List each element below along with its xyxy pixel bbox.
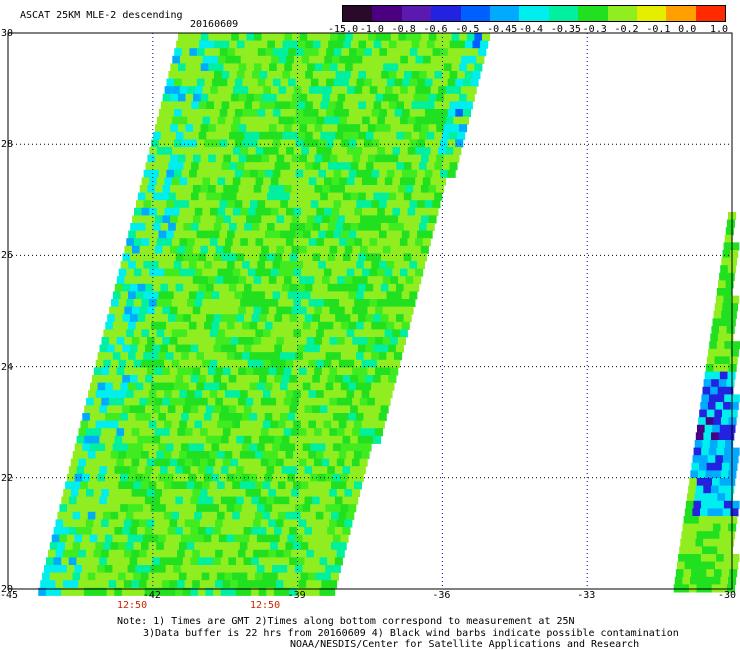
colorbar-label: -0.1 <box>646 24 671 35</box>
latitude-label: 20 <box>1 584 14 595</box>
gridlines <box>8 33 732 589</box>
colorbar-labels: -15.0 -1.0 -0.8 -0.6 -0.5 -0.45 -0.4 -0.35 -0.3-… <box>328 24 732 36</box>
colorbar-swatch <box>489 6 520 21</box>
time-label-1: 12:50 <box>117 600 148 611</box>
colorbar-swatch <box>372 6 402 21</box>
colorbar-label: 0.0 <box>678 24 697 35</box>
longitude-label: -39 <box>287 590 306 601</box>
colorbar-label: -0.6 <box>423 24 448 35</box>
swath-left <box>38 33 491 596</box>
colorbar-label: -0.45 <box>487 24 518 35</box>
longitude-label: -30 <box>718 590 737 601</box>
longitude-label: -45 <box>0 590 19 601</box>
colorbar-swatch <box>607 6 637 21</box>
colorbar-swatch <box>519 6 549 21</box>
colorbar-swatch <box>578 6 608 21</box>
colorbar-label: -0.35 <box>550 24 581 35</box>
latitude-label: 28 <box>1 139 14 151</box>
latitude-label: 30 <box>1 28 14 39</box>
note-line-1: Note: 1) Times are GMT 2)Times along bot… <box>117 616 575 627</box>
longitude-label: -36 <box>432 590 451 601</box>
colorbar-swatch <box>343 6 373 21</box>
map-frame <box>7 32 733 590</box>
colorbar-swatch <box>431 6 461 21</box>
product-date: 20160609 <box>190 19 239 30</box>
product-title: ASCAT 25KM MLE-2 descending <box>20 10 183 21</box>
colorbar-label: -0.4 <box>519 24 544 35</box>
colorbar-swatch <box>636 6 667 21</box>
colorbar-label: 1.0 <box>710 24 729 35</box>
colorbar-swatch <box>695 6 726 21</box>
colorbar-swatch <box>401 6 432 21</box>
colorbar-label: -0.5 <box>455 24 480 35</box>
longitude-label: -42 <box>142 590 161 601</box>
colorbar-label: -0.8 <box>391 24 416 35</box>
latitude-label: 26 <box>1 250 14 262</box>
colorbar-swatch <box>666 6 696 21</box>
time-label-2: 12:50 <box>250 600 281 611</box>
swath-right <box>673 212 740 593</box>
colorbar-swatch <box>460 6 490 21</box>
colorbar <box>342 5 726 22</box>
colorbar-label: -15.0 <box>328 24 359 35</box>
note-line-2: 3)Data buffer is 22 hrs from 20160609 4)… <box>143 628 679 639</box>
latitude-label: 22 <box>1 472 14 484</box>
note-line-3: NOAA/NESDIS/Center for Satellite Applica… <box>290 639 640 650</box>
longitude-label: -33 <box>577 590 596 601</box>
colorbar-label: -0.2 <box>614 24 639 35</box>
colorbar-swatch <box>548 6 579 21</box>
colorbar-label: -0.3 <box>582 24 607 35</box>
latitude-label: 24 <box>1 361 14 373</box>
colorbar-label: -1.0 <box>359 24 384 35</box>
